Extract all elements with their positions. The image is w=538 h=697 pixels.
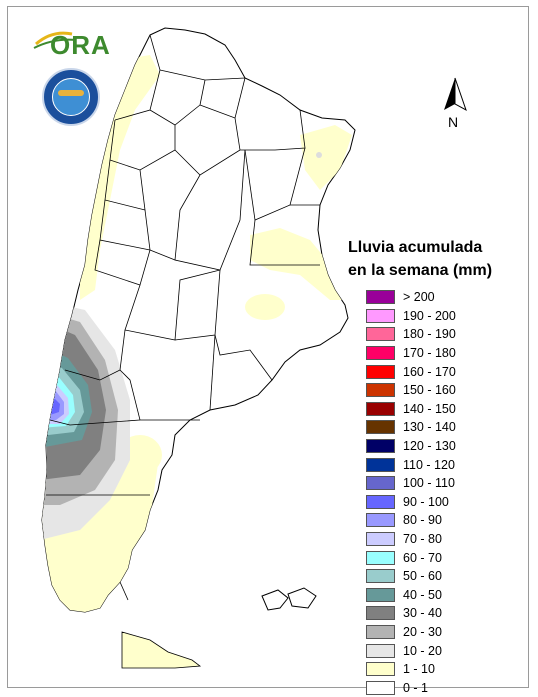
legend-title: Lluvia acumulada en la semana (mm) [348, 236, 492, 282]
legend-swatch [366, 327, 395, 342]
legend-label: 20 - 30 [403, 624, 442, 639]
legend-row: 0 - 1 [366, 678, 526, 697]
legend-label: 90 - 100 [403, 494, 449, 509]
legend-swatch [366, 439, 395, 454]
legend-row: 1 - 10 [366, 660, 526, 679]
legend-row: 60 - 70 [366, 548, 526, 567]
north-label: N [448, 114, 459, 130]
legend-row: 90 - 100 [366, 493, 526, 512]
legend-label: 50 - 60 [403, 569, 442, 584]
legend-label: 30 - 40 [403, 606, 442, 621]
smn-logo-inner [52, 78, 90, 116]
legend-label: 170 - 180 [403, 346, 456, 361]
legend-swatch [366, 513, 395, 528]
tierra-del-fuego [121, 631, 202, 669]
legend-label: 100 - 110 [403, 476, 455, 491]
rain-zone-1-10-litoral [250, 228, 345, 300]
legend-row: 100 - 110 [366, 474, 526, 493]
malvinas-islands [261, 587, 317, 611]
legend-label: 120 - 130 [403, 439, 456, 454]
legend-label: 130 - 140 [403, 420, 456, 435]
legend-swatch [366, 364, 395, 379]
legend: > 200 190 - 200 180 - 190 170 - 180 160 - 17… [366, 288, 526, 697]
legend-swatch [366, 346, 395, 361]
legend-label: 0 - 1 [403, 680, 429, 695]
legend-row: 180 - 190 [366, 325, 526, 344]
legend-row: 130 - 140 [366, 418, 526, 437]
legend-label: 1 - 10 [403, 662, 435, 677]
legend-swatch [366, 643, 395, 658]
legend-row: 80 - 90 [366, 511, 526, 530]
legend-swatch [366, 308, 395, 323]
legend-row: 30 - 40 [366, 604, 526, 623]
legend-row: 170 - 180 [366, 344, 526, 363]
smn-logo-ring [58, 90, 84, 96]
legend-label: 190 - 200 [403, 308, 456, 323]
marker-dot [316, 152, 322, 158]
legend-label: 110 - 120 [403, 457, 455, 472]
legend-label: 60 - 70 [403, 550, 442, 565]
legend-label: 40 - 50 [403, 587, 442, 602]
smn-logo [42, 68, 100, 126]
legend-swatch [366, 662, 395, 677]
ora-logo-text: ORA [50, 30, 111, 60]
rain-zone-1-10-mesopotamia [300, 125, 352, 190]
ora-logo [33, 31, 77, 49]
legend-row: 70 - 80 [366, 530, 526, 549]
province-boundaries [46, 34, 320, 601]
legend-swatch [366, 680, 395, 695]
legend-swatch [366, 420, 395, 435]
legend-swatch [366, 383, 395, 398]
legend-label: 70 - 80 [403, 532, 442, 547]
legend-row: 120 - 130 [366, 437, 526, 456]
legend-label: > 200 [403, 290, 435, 305]
legend-title-line2: en la semana (mm) [348, 262, 493, 279]
legend-row: 110 - 120 [366, 455, 526, 474]
legend-row: 140 - 150 [366, 400, 526, 419]
legend-swatch [366, 290, 395, 305]
legend-label: 80 - 90 [403, 513, 442, 528]
legend-swatch [366, 606, 395, 621]
legend-swatch [366, 457, 395, 472]
legend-label: 140 - 150 [403, 401, 456, 416]
legend-swatch [366, 494, 395, 509]
legend-label: 160 - 170 [403, 364, 456, 379]
legend-label: 10 - 20 [403, 643, 442, 658]
legend-swatch [366, 532, 395, 547]
legend-title-line1: Lluvia acumulada [348, 239, 483, 256]
legend-row: 40 - 50 [366, 586, 526, 605]
legend-row: 50 - 60 [366, 567, 526, 586]
legend-row: > 200 [366, 288, 526, 307]
legend-label: 180 - 190 [403, 327, 456, 342]
legend-swatch [366, 569, 395, 584]
legend-swatch [366, 587, 395, 602]
legend-swatch [366, 624, 395, 639]
legend-swatch [366, 476, 395, 491]
legend-row: 160 - 170 [366, 362, 526, 381]
legend-label: 150 - 160 [403, 383, 456, 398]
legend-swatch [366, 401, 395, 416]
north-arrow-icon [444, 77, 467, 112]
legend-row: 10 - 20 [366, 641, 526, 660]
legend-row: 150 - 160 [366, 381, 526, 400]
legend-swatch [366, 550, 395, 565]
rain-zone-1-10-center [245, 294, 285, 320]
legend-row: 20 - 30 [366, 623, 526, 642]
legend-row: 190 - 200 [366, 307, 526, 326]
